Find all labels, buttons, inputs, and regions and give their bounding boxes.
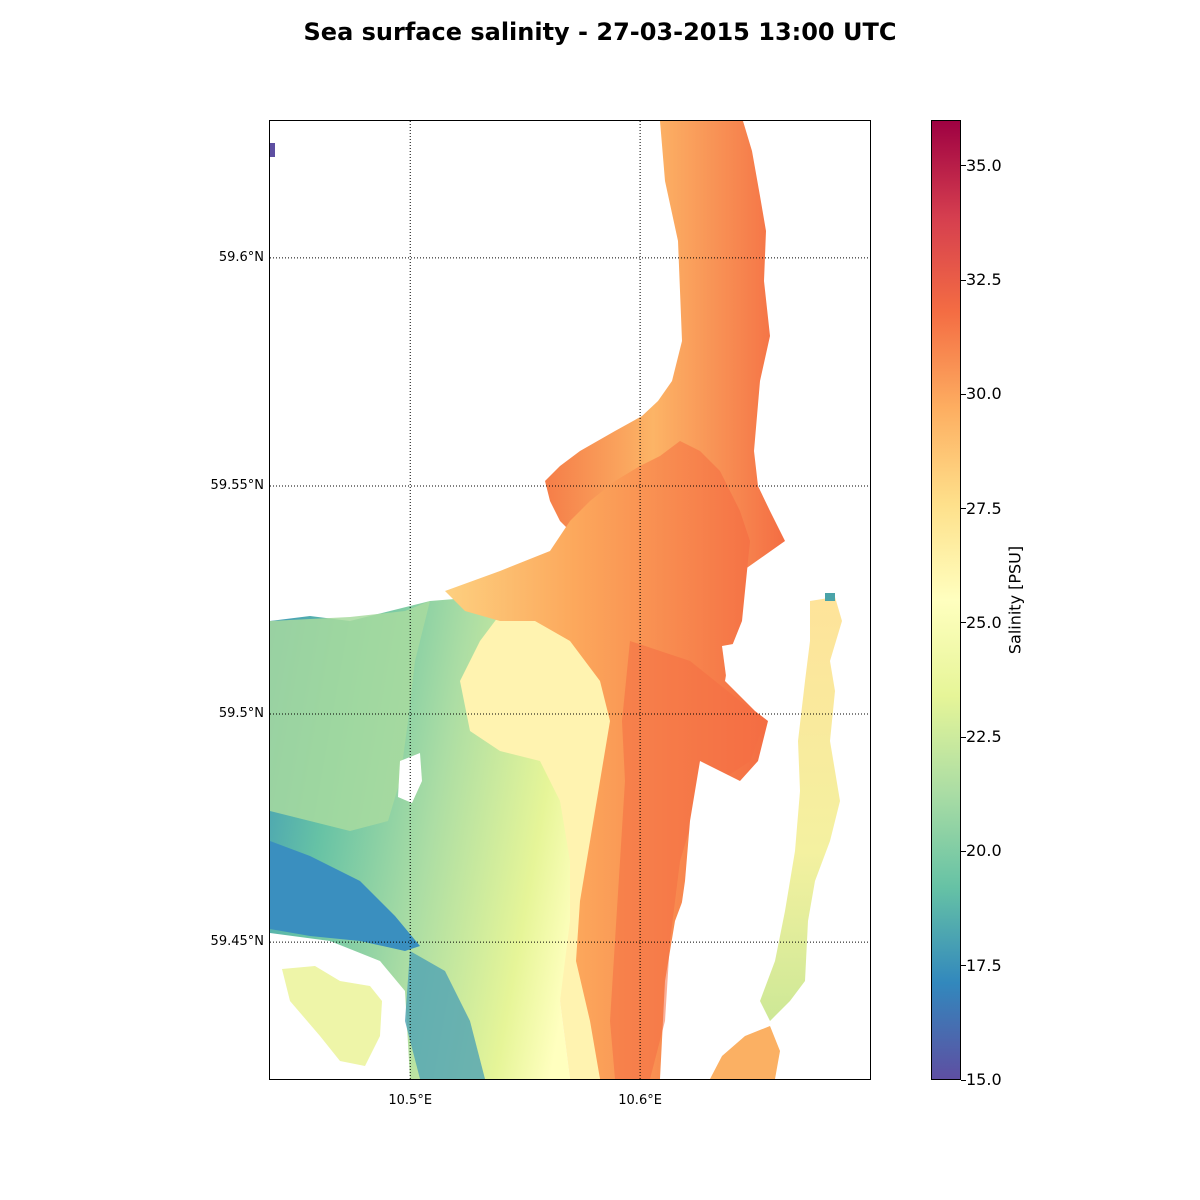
water-corner-cell <box>270 143 275 157</box>
lon-tick-label: 10.6°E <box>618 1093 662 1108</box>
water-southwest-islands <box>282 966 382 1066</box>
colorbar-tick-label: 17.5 <box>966 955 1002 975</box>
water-teal-cell <box>825 593 835 601</box>
lat-tick-label: 59.6°N <box>218 249 264 265</box>
colorbar-tick-label: 27.5 <box>966 498 1002 518</box>
lat-tick-label: 59.5°N <box>218 706 264 722</box>
colorbar-tick <box>961 165 966 167</box>
land-east-peninsula <box>665 761 755 1079</box>
water-east-shore <box>760 597 842 1021</box>
water-central-band <box>460 591 630 1079</box>
colorbar-tick-label: 35.0 <box>966 155 1002 175</box>
colorbar <box>931 120 961 1080</box>
colorbar-tick <box>961 850 966 852</box>
lat-tick-label: 59.45°N <box>210 934 264 950</box>
colorbar-tick <box>961 622 966 624</box>
water-east-basin <box>445 441 768 1079</box>
chart-title: Sea surface salinity - 27-03-2015 13:00 … <box>303 18 897 46</box>
colorbar-tick-label: 32.5 <box>966 270 1002 289</box>
colorbar-tick-label: 30.0 <box>966 384 1002 404</box>
water-southwest-low <box>270 841 420 951</box>
water-northwest-bay <box>270 601 430 831</box>
water-south-bay <box>710 1026 780 1079</box>
colorbar-tick-label: 15.0 <box>966 1070 1002 1089</box>
map-panel <box>269 120 871 1080</box>
colorbar-tick <box>961 393 966 395</box>
colorbar-tick <box>961 736 966 738</box>
colorbar-tick <box>961 279 966 281</box>
colorbar-tick-label: 20.0 <box>966 841 1002 861</box>
salinity-map <box>270 121 870 1079</box>
colorbar-tick-label: 22.5 <box>966 727 1002 747</box>
graticule <box>270 121 870 1079</box>
colorbar-tick-label: 25.0 <box>966 612 1002 632</box>
colorbar-tick <box>961 965 966 967</box>
colorbar-label: Salinity [PSU] <box>1005 545 1025 655</box>
island-east <box>722 641 762 696</box>
water-south-channel <box>405 951 485 1079</box>
colorbar-tick <box>961 1079 966 1081</box>
lat-tick-label: 59.55°N <box>210 477 264 493</box>
lon-tick-label: 10.5°E <box>388 1093 433 1108</box>
water-east-core <box>610 641 765 1079</box>
colorbar-tick <box>961 508 966 510</box>
